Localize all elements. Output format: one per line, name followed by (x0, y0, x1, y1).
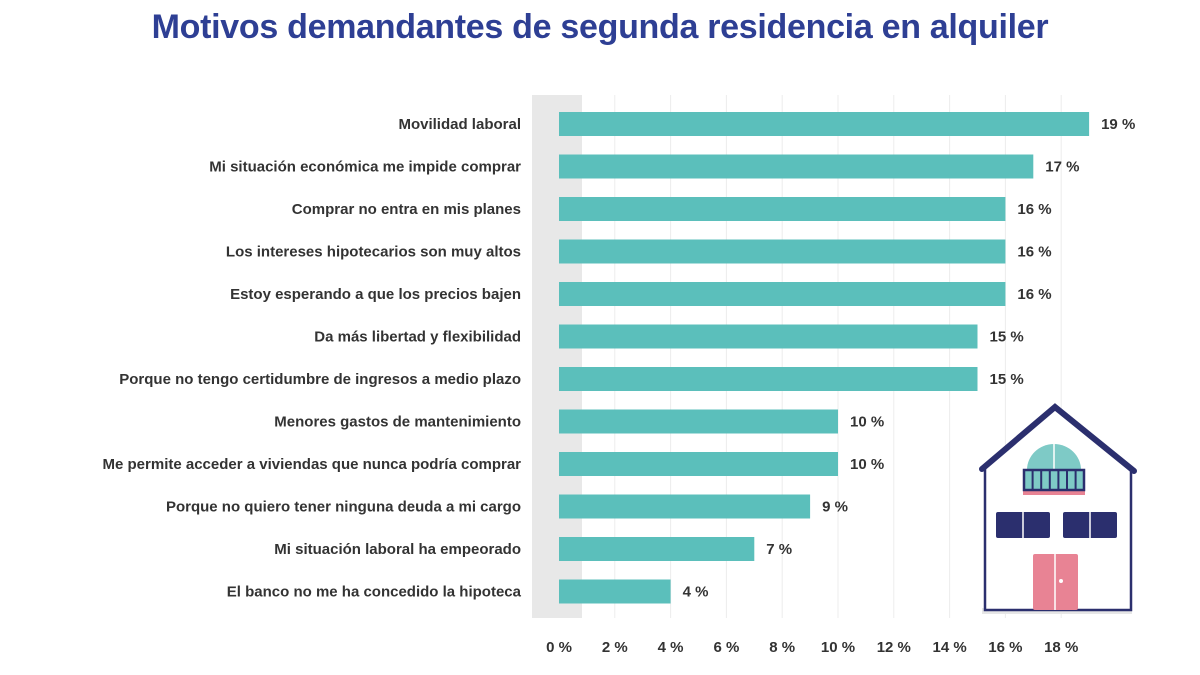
category-label: Da más libertad y flexibilidad (314, 329, 521, 346)
category-label: Menores gastos de mantenimiento (274, 414, 521, 431)
category-label: Porque no tengo certidumbre de ingresos … (119, 371, 521, 388)
category-label: El banco no me ha concedido la hipoteca (227, 584, 522, 601)
bar (559, 112, 1090, 136)
category-label: Me permite acceder a viviendas que nunca… (103, 456, 522, 473)
data-label: 15 % (990, 329, 1024, 346)
data-label: 9 % (822, 499, 848, 516)
data-label: 19 % (1101, 116, 1135, 133)
data-label: 4 % (683, 584, 709, 601)
bar (559, 367, 978, 391)
x-tick-label: 8 % (769, 639, 795, 656)
x-tick-label: 12 % (877, 639, 911, 656)
data-label: 7 % (766, 541, 792, 558)
data-label: 17 % (1045, 159, 1079, 176)
x-tick-label: 0 % (546, 639, 572, 656)
data-label: 16 % (1017, 244, 1051, 261)
x-tick-label: 10 % (821, 639, 855, 656)
x-tick-label: 2 % (602, 639, 628, 656)
house-icon (979, 403, 1137, 614)
bar (559, 324, 978, 349)
x-tick-label: 6 % (713, 639, 739, 656)
data-label: 16 % (1017, 201, 1051, 218)
x-tick-label: 14 % (932, 639, 966, 656)
category-label: Mi situación económica me impide comprar (209, 159, 521, 176)
x-tick-label: 4 % (658, 639, 684, 656)
category-label: Estoy esperando a que los precios bajen (230, 286, 521, 303)
category-label: Mi situación laboral ha empeorado (274, 541, 521, 558)
bar (559, 452, 838, 476)
bar (559, 197, 1006, 221)
bar (559, 282, 1006, 306)
data-label: 10 % (850, 456, 884, 473)
bar (559, 579, 671, 604)
category-label: Movilidad laboral (398, 116, 521, 133)
data-label: 16 % (1017, 286, 1051, 303)
x-tick-label: 16 % (988, 639, 1022, 656)
x-tick-label: 18 % (1044, 639, 1078, 656)
bar (559, 494, 811, 519)
zero-band (532, 95, 582, 618)
bar (559, 537, 755, 561)
category-label: Porque no quiero tener ninguna deuda a m… (166, 499, 521, 516)
chart-title: Motivos demandantes de segunda residenci… (151, 8, 1049, 46)
data-label: 10 % (850, 414, 884, 431)
bar (559, 239, 1006, 264)
bar (559, 409, 838, 434)
bar (559, 154, 1034, 179)
category-label: Comprar no entra en mis planes (292, 201, 521, 218)
data-label: 15 % (990, 371, 1024, 388)
category-label: Los intereses hipotecarios son muy altos (226, 244, 521, 261)
